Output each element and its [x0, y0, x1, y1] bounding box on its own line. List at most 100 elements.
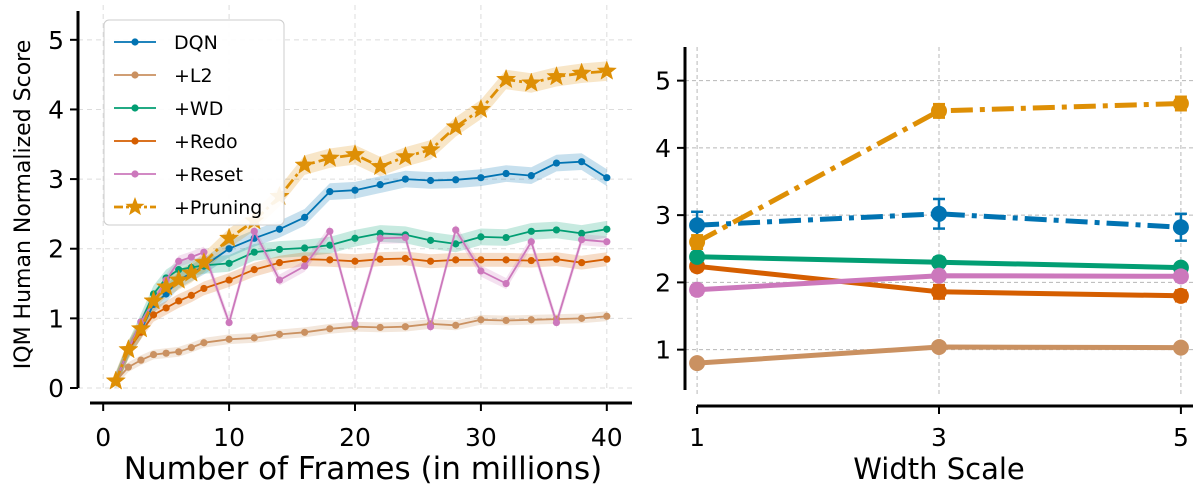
- left-x-tick-label: 20: [339, 423, 371, 452]
- point-l2: [162, 349, 170, 357]
- point-redo: [250, 266, 258, 274]
- point-redo: [527, 256, 535, 265]
- legend-label-redo: +Redo: [174, 131, 238, 153]
- point-reset: [275, 276, 284, 284]
- point-redo: [162, 304, 170, 312]
- point-l2: [149, 350, 158, 359]
- point-redo: [187, 291, 195, 299]
- legend-label-reset: +Reset: [174, 164, 243, 186]
- right-point: [931, 254, 947, 271]
- left-line-chart: 0 1 2 3 4 5 0 10 20 30 40 Number of Frames (in mil…: [11, 5, 632, 487]
- point-pruning: [470, 98, 492, 119]
- legend-label-dqn: DQN: [174, 32, 218, 54]
- right-y-tick-label: 3: [655, 201, 671, 230]
- right-series-lines: [689, 95, 1189, 372]
- point-pruning: [155, 276, 177, 296]
- point-redo: [401, 254, 409, 263]
- legend-label-wd: +WD: [174, 98, 223, 120]
- left-series-lines: [105, 60, 617, 390]
- point-reset: [452, 226, 460, 234]
- point-wd: [502, 233, 510, 242]
- point-redo: [578, 259, 586, 267]
- left-y-tick-label: 1: [48, 304, 64, 333]
- point-l2: [187, 344, 195, 352]
- point-dqn: [477, 174, 485, 182]
- point-dqn: [578, 158, 586, 166]
- point-reset: [578, 236, 586, 244]
- point-dqn: [426, 176, 435, 185]
- point-wd: [603, 225, 611, 233]
- legend: DQN +L2 +WD +Redo +Reset +Pruning: [103, 19, 285, 226]
- point-pruning: [344, 143, 366, 164]
- point-reset: [175, 257, 183, 265]
- right-point: [1172, 339, 1189, 356]
- left-x-axis-label: Number of Frames (in millions): [124, 451, 602, 487]
- point-redo: [326, 256, 334, 264]
- point-dqn: [275, 225, 284, 233]
- point-l2: [527, 316, 535, 324]
- point-dqn: [502, 169, 510, 178]
- point-l2: [578, 314, 586, 322]
- point-pruning: [105, 370, 126, 390]
- point-dqn: [225, 245, 233, 253]
- point-dqn: [351, 186, 359, 194]
- point-redo: [200, 284, 208, 293]
- point-pruning: [546, 65, 567, 86]
- left-tick-labels: 0 1 2 3 4 5 0 10 20 30 40: [48, 26, 623, 452]
- point-redo: [275, 259, 284, 267]
- legend-marker-dqn: [131, 38, 139, 46]
- right-x-axis-label: Width Scale: [853, 452, 1025, 486]
- point-l2: [452, 321, 460, 329]
- point-reset: [351, 320, 359, 328]
- legend-marker-wd: [131, 104, 139, 112]
- left-x-tick-label: 0: [95, 423, 111, 452]
- right-point: [689, 281, 706, 298]
- point-redo: [552, 255, 561, 263]
- point-pruning: [319, 147, 340, 167]
- point-redo: [426, 257, 435, 265]
- point-reset: [301, 262, 309, 270]
- right-x-tick-label: 1: [689, 423, 705, 452]
- point-dqn: [527, 172, 535, 180]
- point-pruning: [395, 146, 416, 166]
- point-redo: [175, 297, 183, 305]
- left-y-tick-label: 3: [48, 165, 64, 194]
- right-tick-labels: 1 2 3 4 5 1 3 5: [655, 67, 1189, 452]
- point-l2: [477, 316, 485, 324]
- point-reset: [426, 323, 435, 331]
- legend-marker-l2: [131, 71, 139, 79]
- legend-marker-redo: [131, 137, 139, 145]
- right-point: [689, 355, 706, 372]
- point-wd: [250, 248, 258, 256]
- point-l2: [326, 325, 334, 333]
- band-wd: [115, 220, 607, 388]
- point-redo: [351, 257, 359, 265]
- point-redo: [452, 256, 460, 264]
- point-l2: [603, 312, 611, 320]
- legend-marker-pruning: [125, 197, 145, 216]
- left-y-tick-label: 2: [48, 235, 64, 264]
- point-redo: [502, 256, 510, 264]
- point-pruning: [143, 290, 164, 310]
- right-point: [689, 248, 706, 265]
- point-pruning: [130, 318, 152, 338]
- point-wd: [477, 233, 485, 241]
- right-point: [1172, 219, 1189, 236]
- left-x-tick-label: 30: [465, 423, 497, 452]
- point-redo: [225, 276, 233, 284]
- left-y-tick-label: 5: [48, 26, 64, 55]
- point-l2: [301, 328, 309, 336]
- point-pruning: [168, 269, 189, 289]
- right-point: [931, 205, 947, 222]
- point-wd: [426, 236, 435, 244]
- right-point: [931, 338, 947, 355]
- left-axes: [70, 11, 632, 411]
- right-y-tick-label: 2: [655, 268, 671, 297]
- point-reset: [187, 253, 195, 261]
- point-wd: [452, 240, 460, 248]
- right-point: [1172, 287, 1189, 304]
- left-y-tick-label: 0: [48, 374, 64, 403]
- right-x-tick-label: 5: [1173, 423, 1189, 452]
- point-l2: [124, 363, 132, 371]
- point-pruning: [193, 251, 215, 272]
